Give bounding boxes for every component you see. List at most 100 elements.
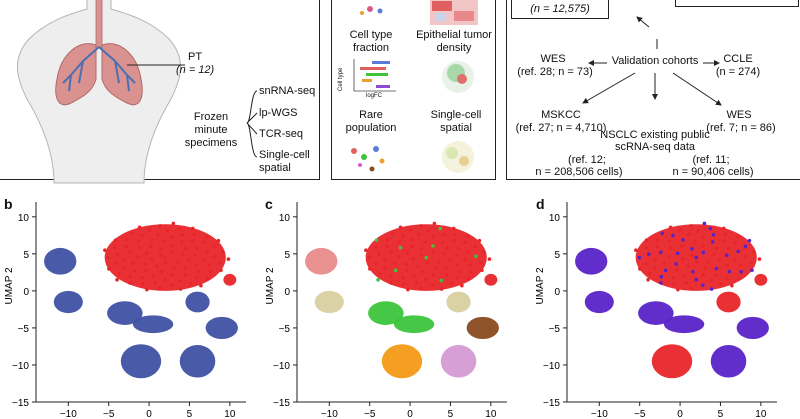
ref12-label: (ref. 12; bbox=[568, 154, 606, 166]
cluster-speckle bbox=[145, 287, 149, 292]
cluster-speckle bbox=[416, 264, 420, 269]
cluster-speckle bbox=[425, 260, 429, 265]
cluster-speckle bbox=[659, 281, 663, 285]
cluster-speckle bbox=[721, 226, 726, 231]
y-tick-label: 0 bbox=[23, 287, 29, 298]
cluster-speckle bbox=[219, 268, 223, 273]
cluster-speckle bbox=[666, 255, 671, 259]
cluster-speckle bbox=[205, 249, 210, 254]
cluster-leftTop bbox=[575, 247, 608, 275]
x-tick-label: −10 bbox=[60, 409, 77, 419]
y-tick-label: 10 bbox=[18, 213, 30, 224]
cluster-speckle bbox=[163, 255, 168, 260]
cluster-speckle bbox=[668, 245, 673, 250]
heatmap-thumb bbox=[430, 0, 478, 25]
cluster-speckle bbox=[442, 252, 446, 256]
cluster-speckle bbox=[115, 278, 119, 282]
assay-snrna-seq: snRNA-seq bbox=[259, 85, 316, 97]
x-tick-label: −10 bbox=[591, 409, 608, 419]
cluster-speckle bbox=[404, 262, 408, 266]
cluster-speckle bbox=[401, 275, 405, 280]
cluster-speckle bbox=[703, 266, 707, 270]
nsclc-line-1: NSCLC existing public bbox=[600, 129, 710, 141]
cluster-speckle bbox=[448, 258, 452, 263]
cluster-speckle bbox=[451, 239, 456, 243]
x-tick-label: 10 bbox=[224, 409, 236, 419]
cluster-speckle bbox=[701, 250, 706, 255]
cell-type-fraction-label: Cell type fraction bbox=[349, 29, 393, 54]
cluster-speckle bbox=[701, 235, 705, 239]
cluster-speckle bbox=[162, 239, 166, 244]
cluster-speckle bbox=[165, 228, 170, 233]
human-figure-illustration bbox=[16, 0, 258, 184]
y-tick-label: −10 bbox=[12, 361, 29, 372]
cluster-speckle bbox=[220, 250, 225, 254]
cluster-speckle bbox=[392, 261, 397, 265]
validation-box: annotation (n = 12,575) Validation cohor… bbox=[506, 0, 800, 180]
cluster-speckle bbox=[426, 228, 431, 233]
cluster-speckle bbox=[648, 271, 652, 276]
wes-right-label: WES bbox=[726, 109, 752, 121]
wes-left-ref: (ref. 28; n = 73) bbox=[517, 66, 593, 78]
cluster-speckle bbox=[196, 269, 201, 274]
cluster-speckle bbox=[466, 249, 471, 254]
cluster-speckle bbox=[714, 246, 719, 250]
cluster-speckle bbox=[684, 280, 688, 285]
panel-letter-d: d bbox=[536, 196, 545, 212]
pt-label: PT bbox=[188, 51, 203, 63]
cluster-speckle bbox=[141, 282, 145, 286]
cluster-speckle bbox=[106, 255, 111, 260]
cluster-speckle bbox=[398, 245, 403, 250]
cluster-speckle bbox=[151, 274, 155, 278]
annotation-label: annotation bbox=[512, 0, 608, 3]
cluster-speckle bbox=[205, 277, 210, 281]
cluster-speckle bbox=[135, 255, 140, 259]
cluster-speckle bbox=[397, 239, 402, 244]
cluster-speckle bbox=[460, 283, 464, 288]
nsclc-line-2: scRNA-seq data bbox=[614, 141, 696, 153]
cluster-speckle bbox=[637, 255, 642, 260]
cluster-speckle bbox=[671, 275, 675, 280]
cluster-speckle bbox=[644, 238, 649, 242]
cluster-speckle bbox=[487, 257, 492, 261]
cluster-speckle bbox=[463, 257, 467, 262]
cluster-speckle bbox=[725, 263, 730, 268]
panel-a-box: PT (n = 12) Frozen minute specimens snRN… bbox=[0, 0, 320, 184]
cluster-speckle bbox=[417, 232, 421, 237]
cluster-speckle bbox=[466, 234, 470, 239]
cluster-speckle bbox=[158, 224, 163, 228]
cluster-speckle bbox=[431, 273, 435, 277]
x-tick-label: 5 bbox=[187, 409, 193, 419]
cluster-speckle bbox=[177, 226, 182, 231]
wes-right-ref: (ref. 7; n = 86) bbox=[706, 122, 776, 134]
mskcc-ref: (ref. 27; n = 4,710) bbox=[515, 122, 607, 134]
cluster-speckle bbox=[158, 286, 163, 291]
y-tick-label: 10 bbox=[279, 213, 291, 224]
cluster-speckle bbox=[388, 250, 393, 255]
cluster-speckle bbox=[686, 264, 690, 269]
cluster-speckle bbox=[469, 270, 474, 274]
cluster-speckle bbox=[439, 278, 444, 283]
cluster-speckle bbox=[187, 258, 191, 263]
cluster-rightC bbox=[440, 344, 477, 378]
cluster-speckle bbox=[456, 246, 461, 251]
cluster-speckle bbox=[694, 277, 699, 282]
y-tick-label: 5 bbox=[554, 250, 560, 261]
x-tick-label: 0 bbox=[146, 409, 152, 419]
cluster-speckle bbox=[385, 238, 390, 242]
cluster-speckle bbox=[466, 277, 471, 281]
single-cell-spatial-label: Single-cell spatial bbox=[430, 109, 482, 134]
cluster-speckle bbox=[449, 282, 453, 286]
cluster-speckle bbox=[750, 268, 754, 273]
cluster-speckle bbox=[457, 269, 462, 274]
cluster-speckle bbox=[736, 249, 741, 254]
cluster-speckle bbox=[213, 254, 217, 259]
cluster-speckle bbox=[674, 262, 678, 266]
validation-cohorts-label: Validation cohorts bbox=[611, 55, 699, 67]
cluster-speckle bbox=[176, 260, 180, 264]
cluster-speckle bbox=[659, 274, 664, 279]
cluster-speckle bbox=[194, 276, 199, 280]
spatial-thumb bbox=[442, 141, 474, 173]
cluster-speckle bbox=[738, 263, 742, 267]
cluster-speckle bbox=[124, 238, 129, 242]
